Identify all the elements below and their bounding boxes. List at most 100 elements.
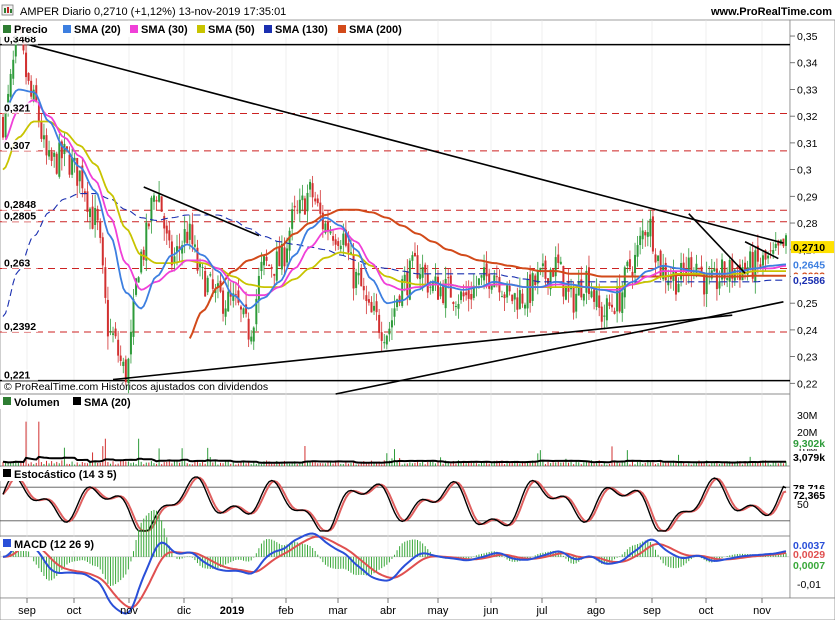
macd-hist-tag-bg — [791, 559, 834, 571]
stochastic-d-value-tag[interactable]: 72,365 — [793, 490, 825, 502]
candle-body — [204, 270, 207, 297]
time-tick-label[interactable]: jul — [535, 605, 547, 617]
candle-body — [53, 152, 56, 157]
candle-body — [58, 142, 61, 177]
time-tick-label[interactable]: feb — [278, 605, 293, 617]
time-tick-label[interactable]: mar — [329, 605, 348, 617]
trendline[interactable] — [143, 186, 260, 237]
legend-volume[interactable]: Volumen — [14, 397, 60, 409]
candle-body — [485, 263, 488, 277]
price-tick-label[interactable]: 0,25 — [797, 298, 818, 310]
price-tick-label[interactable]: 0,23 — [797, 352, 818, 364]
trendline[interactable] — [744, 241, 779, 260]
price-tick-label[interactable]: 0,33 — [797, 84, 818, 96]
time-tick-label[interactable]: jun — [483, 605, 499, 617]
site-label[interactable]: www.ProRealTime.com — [710, 6, 832, 18]
candle-body — [357, 273, 360, 276]
price-tick-label[interactable]: 0,22 — [797, 378, 818, 390]
candle-body — [715, 268, 718, 290]
candle-body — [152, 195, 155, 202]
stochastic-tick-label[interactable]: 50 — [797, 499, 809, 511]
legend-volume-sma[interactable]: SMA (20) — [84, 397, 131, 409]
candle-body — [101, 237, 104, 266]
trendline[interactable] — [112, 314, 733, 381]
trendline[interactable] — [335, 301, 784, 395]
legend-sma200[interactable]: SMA (200) — [349, 24, 402, 36]
time-tick-label[interactable]: abr — [380, 605, 396, 617]
candle-body — [329, 231, 332, 234]
candle-body — [616, 287, 619, 312]
volume-tick-label[interactable]: 30M — [797, 410, 817, 422]
volume-value-tag[interactable]: 9,302k — [793, 438, 825, 450]
macd-hist-value-tag[interactable]: 0,0007 — [793, 560, 825, 572]
candle-body — [309, 181, 312, 190]
candle-body — [390, 320, 393, 328]
candle-body — [559, 261, 562, 265]
price-tick-label[interactable]: 0,29 — [797, 191, 818, 203]
candle-body — [37, 104, 40, 122]
candle-body — [618, 285, 621, 312]
price-tick-label[interactable]: 0,35 — [797, 31, 818, 43]
candle-body — [124, 359, 127, 383]
candle-body — [562, 266, 565, 297]
price-tick-label[interactable]: 0,3 — [797, 165, 812, 177]
candle-body — [746, 267, 749, 275]
candle-body — [370, 301, 373, 313]
time-tick-label[interactable]: nov — [120, 605, 138, 617]
candle-body — [439, 287, 442, 297]
macd-signal-value-tag[interactable]: 0,0029 — [793, 549, 825, 561]
candle-body — [362, 286, 365, 291]
price-tick-label[interactable]: 0,32 — [797, 111, 818, 123]
candle-body — [600, 306, 603, 322]
candle-body — [50, 151, 53, 161]
trendline[interactable] — [28, 43, 784, 244]
level-label: 0,2848 — [4, 199, 36, 211]
price-tick-label[interactable]: 0,24 — [797, 325, 818, 337]
legend-price[interactable]: Precio — [14, 24, 48, 36]
price-tick-label[interactable]: 0,31 — [797, 138, 818, 150]
time-tick-label[interactable]: may — [428, 605, 449, 617]
legend-sma20[interactable]: SMA (20) — [74, 24, 121, 36]
candle-body — [137, 277, 140, 283]
candle-body — [367, 299, 370, 303]
candle-body — [575, 293, 578, 312]
candle-body — [91, 206, 94, 229]
candle-body — [603, 315, 606, 317]
last-price-tag[interactable]: 0,2710 — [793, 242, 825, 254]
trendline[interactable] — [688, 213, 746, 274]
price-tick-label[interactable]: 0,34 — [797, 58, 818, 70]
price-tick-label[interactable]: 0,28 — [797, 218, 818, 230]
volume-sma-value-tag[interactable]: 3,079k — [793, 452, 825, 464]
candle-body — [114, 328, 117, 337]
candle-body — [751, 252, 754, 279]
time-tick-label[interactable]: nov — [753, 605, 771, 617]
candle-body — [700, 266, 703, 272]
candle-body — [278, 247, 281, 267]
time-tick-label[interactable]: sep — [643, 605, 661, 617]
time-tick-label[interactable]: oct — [699, 605, 714, 617]
volume-tick-label[interactable]: 20M — [797, 427, 817, 439]
candle-body — [2, 117, 4, 138]
time-tick-label[interactable]: oct — [67, 605, 82, 617]
time-tick-label[interactable]: sep — [18, 605, 36, 617]
legend-stochastic[interactable]: Estocástico (14 3 5) — [14, 469, 117, 481]
candle-body — [536, 270, 539, 284]
candle-body — [585, 270, 588, 293]
candle-body — [690, 257, 693, 275]
time-tick-label[interactable]: dic — [177, 605, 192, 617]
level-label: 0,2392 — [4, 321, 36, 333]
time-tick-label[interactable]: ago — [587, 605, 605, 617]
legend-sma30[interactable]: SMA (30) — [141, 24, 188, 36]
candle-body — [9, 73, 12, 97]
sma130-value-tag[interactable]: 0,2586 — [793, 275, 825, 287]
candle-body — [332, 236, 335, 241]
legend-sma50[interactable]: SMA (50) — [208, 24, 255, 36]
candle-body — [608, 302, 611, 306]
time-tick-label[interactable]: 2019 — [220, 605, 244, 617]
candle-body — [186, 231, 189, 244]
legend-sma130[interactable]: SMA (130) — [275, 24, 328, 36]
candle-body — [360, 268, 363, 287]
macd-tick-label[interactable]: -0,01 — [797, 579, 821, 591]
sma20-value-tag[interactable]: 0,2645 — [793, 259, 825, 271]
legend-macd[interactable]: MACD (12 26 9) — [14, 539, 94, 551]
